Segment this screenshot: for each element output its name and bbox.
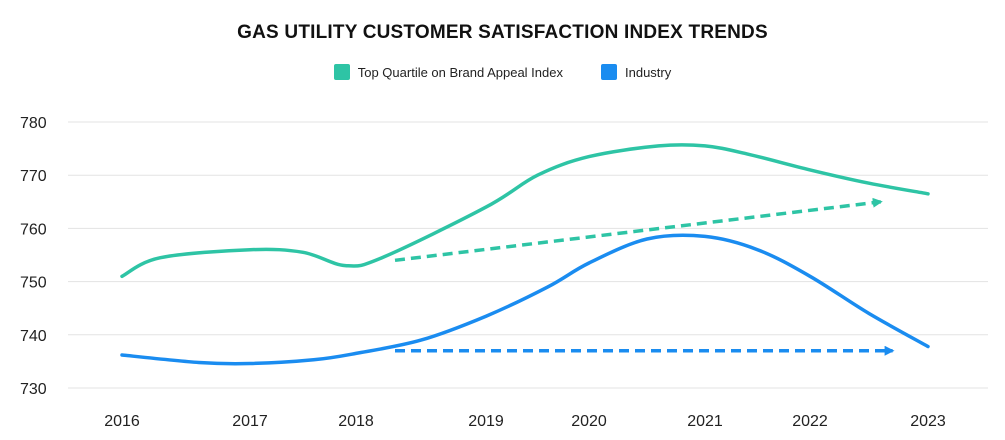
y-tick-label: 760 xyxy=(20,221,47,238)
legend-item-industry: Industry xyxy=(601,64,671,80)
x-tick-label: 2017 xyxy=(232,413,268,430)
y-tick-label: 750 xyxy=(20,275,47,292)
x-tick-label: 2016 xyxy=(104,413,140,430)
x-tick-label: 2021 xyxy=(687,413,723,430)
x-tick-label: 2022 xyxy=(792,413,828,430)
y-tick-label: 730 xyxy=(20,381,47,398)
y-tick-label: 770 xyxy=(20,168,47,185)
y-axis-ticks: 730 740 750 760 770 780 xyxy=(20,115,47,398)
y-tick-label: 780 xyxy=(20,115,47,132)
trend-arrows xyxy=(394,197,895,356)
chart-title: GAS UTILITY CUSTOMER SATISFACTION INDEX … xyxy=(237,22,768,43)
legend-swatch-top-quartile xyxy=(333,64,350,80)
trend-arrow-top-quartile xyxy=(394,197,883,263)
legend-swatch-industry xyxy=(601,64,617,80)
gridlines xyxy=(68,121,988,389)
x-axis-ticks: 2016 2017 2018 2019 2020 2021 2022 2023 xyxy=(104,413,946,430)
legend: Top Quartile on Brand Appeal Index Indus… xyxy=(0,64,1005,80)
legend-label-top-quartile: Top Quartile on Brand Appeal Index xyxy=(357,64,563,80)
series-line-industry xyxy=(120,233,930,366)
series-lines xyxy=(120,143,930,366)
x-tick-label: 2018 xyxy=(338,413,374,430)
series-line-top-quartile xyxy=(120,143,930,279)
x-tick-label: 2019 xyxy=(468,413,504,430)
y-tick-label: 740 xyxy=(20,328,47,345)
x-tick-label: 2020 xyxy=(571,413,607,430)
x-tick-label: 2023 xyxy=(910,413,946,430)
legend-item-top-quartile: Top Quartile on Brand Appeal Index xyxy=(333,64,563,80)
legend-label-industry: Industry xyxy=(625,64,672,80)
